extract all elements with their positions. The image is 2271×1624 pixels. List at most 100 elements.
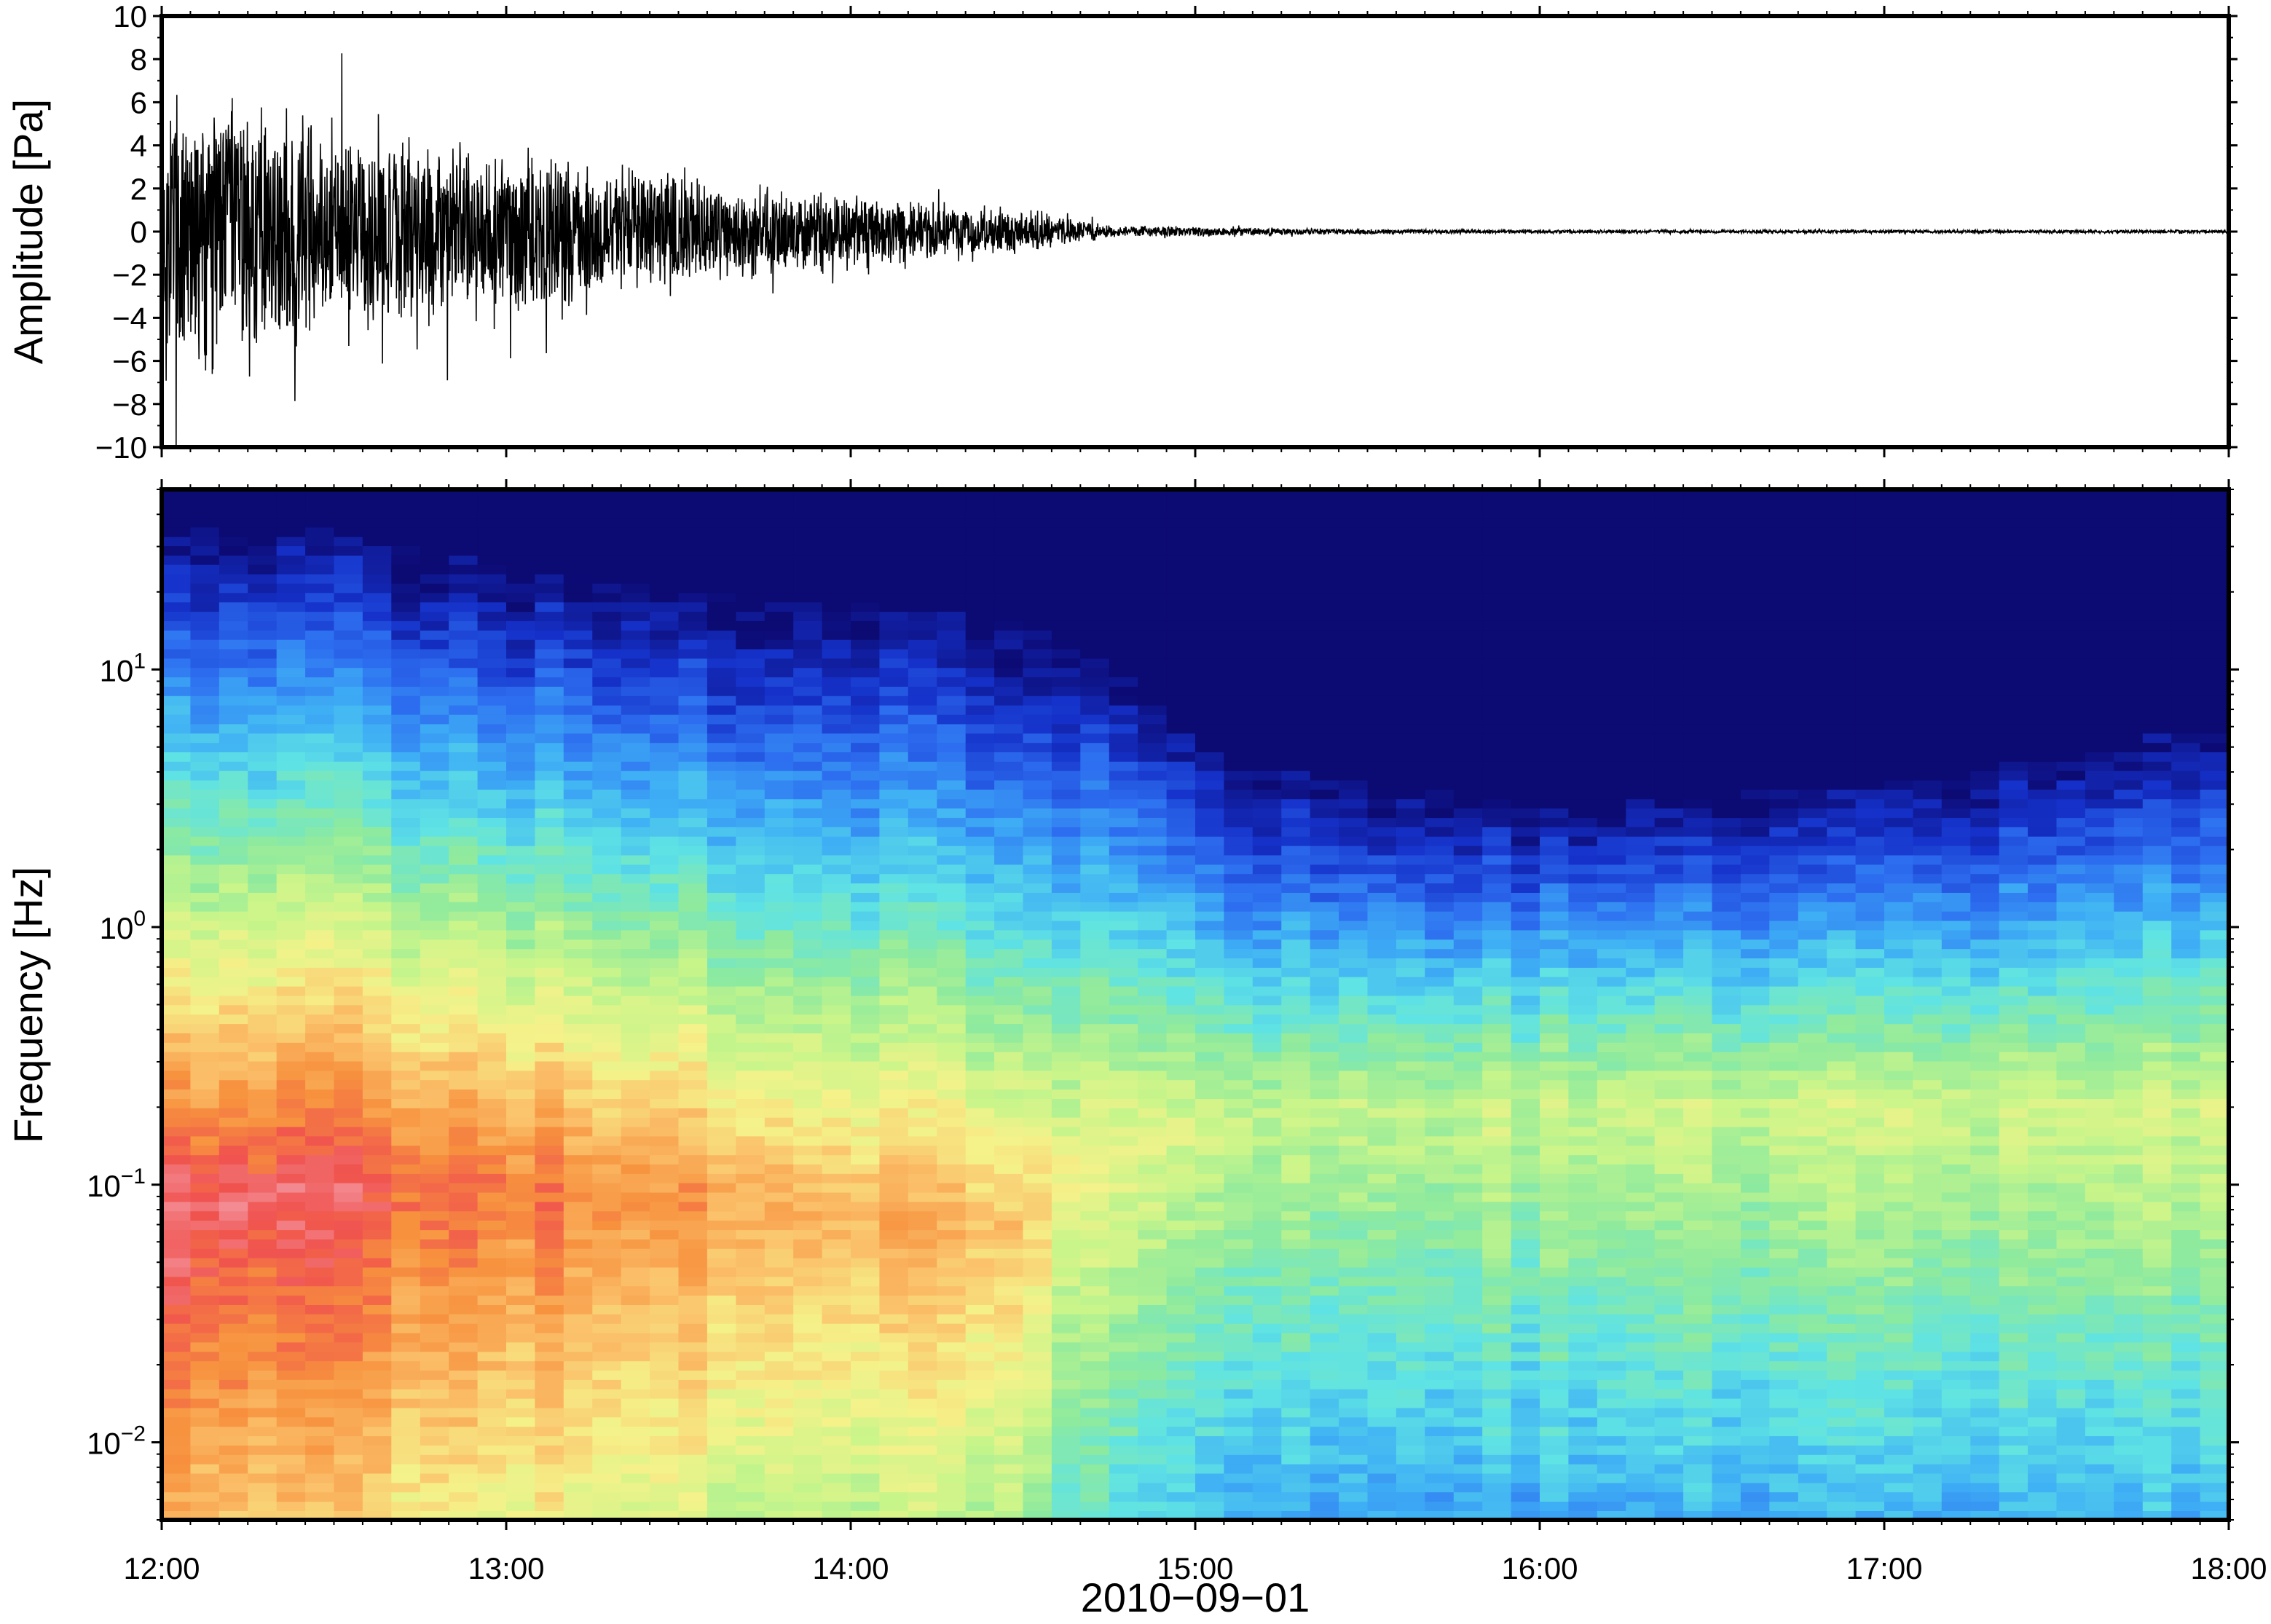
spectrogram-cell (1109, 1473, 1138, 1483)
spectrogram-cell (1051, 1360, 1082, 1371)
spectrogram-cell (248, 1004, 278, 1015)
spectrogram-cell (1367, 1079, 1397, 1090)
spectrogram-cell (162, 1379, 192, 1390)
spectrogram-cell (707, 1108, 737, 1118)
spectrogram-cell (1252, 1463, 1282, 1474)
spectrogram-cell (1195, 929, 1225, 940)
spectrogram-cell (965, 770, 995, 781)
spectrogram-cell (1339, 864, 1369, 875)
spectrogram-cell (1166, 1285, 1196, 1296)
spectrogram-cell (1339, 686, 1369, 696)
spectrogram-cell (1080, 1370, 1110, 1380)
spectrogram-cell (1166, 939, 1196, 950)
spectrogram-cell (764, 1126, 794, 1137)
spectrogram-cell (736, 1108, 765, 1118)
spectrogram-cell (248, 648, 278, 659)
spectrogram-cell (1396, 1135, 1426, 1146)
spectrogram-cell (391, 536, 421, 546)
spectrogram-cell (793, 827, 823, 837)
spectrogram-cell (276, 1154, 306, 1164)
spectrogram-cell (535, 1295, 564, 1305)
spectrogram-cell (276, 1276, 306, 1287)
spectrogram-cell (1023, 1051, 1052, 1062)
spectrogram-cell (1023, 1042, 1052, 1052)
spectrogram-cell (362, 1266, 393, 1277)
spectrogram-cell (305, 1454, 335, 1465)
spectrogram-cell (362, 1473, 393, 1483)
spectrogram-cell (1023, 639, 1052, 650)
spectrogram-cell (793, 817, 823, 827)
spectrogram-cell (1023, 948, 1052, 958)
spectrogram-cell (219, 1501, 248, 1511)
spectrogram-cell (162, 1229, 192, 1239)
spectrogram-cell (879, 929, 909, 940)
spectrogram-cell (822, 1445, 851, 1455)
spectrogram-cell (190, 723, 220, 734)
spectrogram-cell (736, 910, 765, 921)
spectrogram-cell (362, 1135, 393, 1146)
spectrogram-cell (1138, 883, 1168, 893)
spectrogram-cell (822, 1033, 851, 1043)
spectrogram-cell (937, 704, 967, 715)
spectrogram-cell (879, 527, 909, 537)
spectrogram-cell (965, 1295, 995, 1305)
spectrogram-cell (1166, 929, 1196, 940)
spectrogram-cell (219, 1379, 248, 1390)
spectrogram-cell (1367, 527, 1397, 537)
spectrogram-cell (1252, 1435, 1282, 1446)
spectrogram-cell (1310, 1295, 1339, 1305)
spectrogram-cell (908, 1276, 937, 1287)
spectrogram-cell (506, 695, 536, 706)
spectrogram-cell (420, 714, 449, 725)
spectrogram-cell (707, 789, 737, 800)
spectrogram-cell (362, 761, 393, 771)
spectrogram-cell (592, 1220, 622, 1231)
spectrogram-cell (650, 1145, 680, 1156)
spectrogram-cell (965, 630, 995, 640)
spectrogram-cell (1281, 808, 1311, 819)
spectrogram-cell (420, 892, 449, 902)
spectrogram-cell (994, 864, 1024, 875)
spectrogram-cell (1166, 1398, 1196, 1408)
spectrogram-cell (1080, 985, 1110, 996)
spectrogram-cell (276, 939, 306, 950)
spectrogram-cell (305, 592, 335, 603)
spectrogram-cell (650, 1060, 680, 1071)
spectrogram-cell (362, 733, 393, 744)
spectrogram-cell (305, 1295, 335, 1305)
spectrogram-cell (276, 1435, 306, 1446)
spectrogram-cell (420, 1295, 449, 1305)
spectrogram-cell (994, 1295, 1024, 1305)
spectrogram-cell (1166, 1098, 1196, 1108)
spectrogram-cell (1367, 489, 1397, 500)
spectrogram-cell (822, 1070, 851, 1081)
spectrogram-cell (793, 583, 823, 594)
spectrogram-cell (1367, 892, 1397, 902)
spectrogram-cell (420, 752, 449, 762)
spectrogram-cell (1051, 1126, 1082, 1137)
spectrogram-cell (1310, 808, 1339, 819)
spectrogram-cell (908, 1379, 937, 1390)
spectrogram-cell (678, 929, 708, 940)
spectrogram-cell (1367, 1126, 1397, 1137)
spectrogram-cell (793, 1501, 823, 1511)
spectrogram-cell (1023, 1033, 1052, 1043)
spectrogram-cell (650, 1416, 680, 1427)
spectrogram-cell (1195, 620, 1225, 631)
spectrogram-cell (1224, 1323, 1253, 1333)
spectrogram-cell (1310, 1463, 1339, 1474)
spectrogram-cell (190, 827, 220, 837)
spectrogram-cell (1109, 1145, 1138, 1156)
spectrogram-cell (736, 583, 765, 594)
spectrogram-cell (994, 602, 1024, 612)
spectrogram-cell (1023, 967, 1052, 977)
spectrogram-cell (1281, 1276, 1311, 1287)
spectrogram-cell (449, 564, 479, 575)
spectrogram-cell (276, 1445, 306, 1455)
spectrogram-cell (535, 583, 564, 594)
spectrogram-cell (420, 1004, 449, 1015)
spectrogram-cell (362, 976, 393, 987)
spectrogram-cell (851, 498, 881, 509)
spectrogram-cell (678, 761, 708, 771)
